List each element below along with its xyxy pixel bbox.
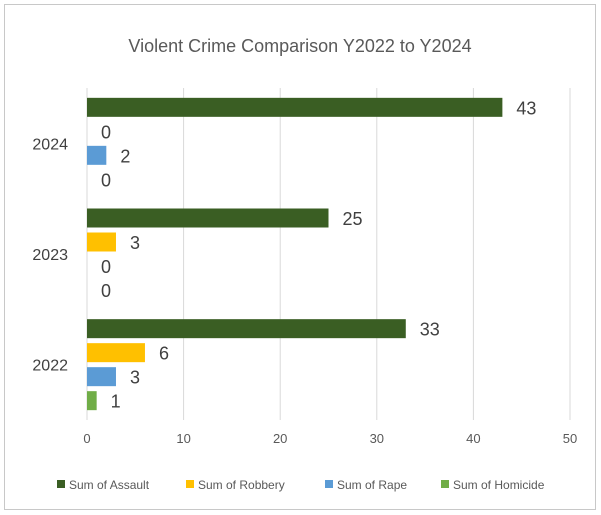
data-label: 33 <box>420 320 440 340</box>
bar <box>87 208 329 228</box>
category-label: 2023 <box>32 247 68 264</box>
bar <box>87 319 406 339</box>
data-label: 0 <box>101 170 111 190</box>
data-label: 1 <box>111 392 121 412</box>
x-tick-label: 0 <box>83 431 90 446</box>
data-label: 0 <box>101 257 111 277</box>
legend-label: Sum of Rape <box>337 478 407 492</box>
data-label: 0 <box>101 281 111 301</box>
legend-swatch <box>441 480 449 488</box>
data-label: 43 <box>516 98 536 118</box>
gridlines <box>86 88 571 420</box>
bar <box>87 232 116 252</box>
data-label: 3 <box>130 233 140 253</box>
y-axis-categories: 2022 2023 2024 <box>32 136 68 374</box>
x-tick-label: 10 <box>176 431 190 446</box>
data-label: 0 <box>101 122 111 142</box>
legend-label: Sum of Robbery <box>198 478 285 492</box>
legend-label: Sum of Assault <box>69 478 150 492</box>
legend-swatch <box>186 480 194 488</box>
category-label: 2024 <box>32 136 68 153</box>
bar <box>87 97 503 117</box>
chart-title: Violent Crime Comparison Y2022 to Y2024 <box>128 36 471 56</box>
legend-swatch <box>325 480 333 488</box>
x-tick-label: 40 <box>466 431 480 446</box>
x-tick-label: 50 <box>563 431 577 446</box>
data-label: 2 <box>120 146 130 166</box>
legend-swatch <box>57 480 65 488</box>
chart-frame <box>4 4 596 510</box>
legend: Sum of Assault Sum of Robbery Sum of Rape S… <box>57 478 545 492</box>
bar <box>87 391 97 411</box>
data-label: 25 <box>343 209 363 229</box>
x-axis-ticks: 0 10 20 30 40 50 <box>83 431 577 446</box>
data-label: 6 <box>159 344 169 364</box>
x-tick-label: 30 <box>370 431 384 446</box>
data-label: 3 <box>130 368 140 388</box>
category-label: 2022 <box>32 358 68 375</box>
bar <box>87 145 107 165</box>
bars <box>87 97 503 411</box>
x-tick-label: 20 <box>273 431 287 446</box>
legend-label: Sum of Homicide <box>453 478 545 492</box>
bar <box>87 343 145 363</box>
bar <box>87 367 116 387</box>
